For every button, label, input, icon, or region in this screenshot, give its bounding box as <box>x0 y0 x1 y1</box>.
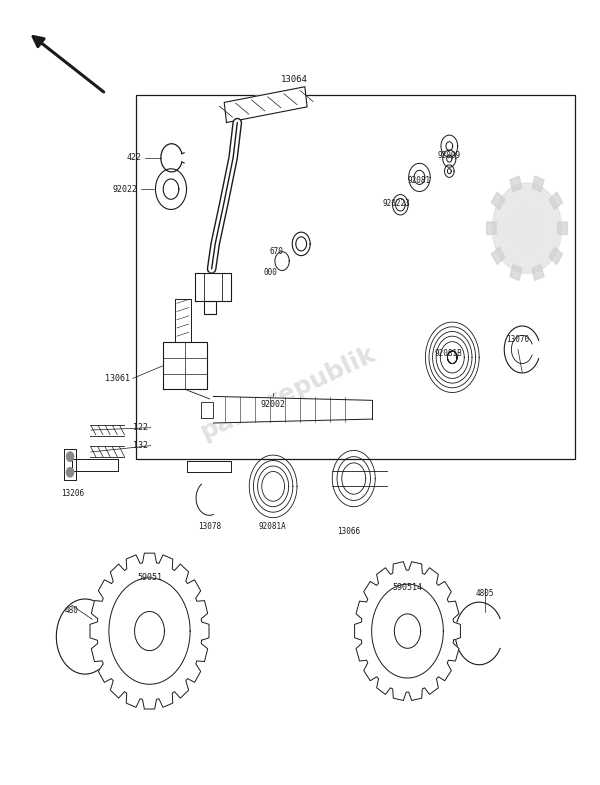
Polygon shape <box>493 183 562 274</box>
Text: 920223: 920223 <box>383 199 410 208</box>
Text: 13064: 13064 <box>281 75 307 84</box>
Polygon shape <box>72 459 118 471</box>
Polygon shape <box>392 195 408 215</box>
Text: 480: 480 <box>65 606 79 615</box>
Text: 13070: 13070 <box>506 334 530 344</box>
Polygon shape <box>187 462 232 473</box>
Text: partsrepublik: partsrepublik <box>196 341 380 444</box>
Text: 13066: 13066 <box>337 527 361 536</box>
Polygon shape <box>510 265 522 280</box>
Text: 4805: 4805 <box>476 589 494 598</box>
Polygon shape <box>211 396 380 423</box>
Polygon shape <box>443 150 456 167</box>
Polygon shape <box>510 176 522 192</box>
Polygon shape <box>64 449 76 480</box>
Polygon shape <box>394 614 421 648</box>
Text: 92081: 92081 <box>408 176 431 184</box>
Text: 132: 132 <box>133 441 148 450</box>
Text: 92002: 92002 <box>260 400 286 409</box>
Polygon shape <box>433 331 472 383</box>
Polygon shape <box>549 192 562 210</box>
Polygon shape <box>175 299 191 342</box>
Polygon shape <box>292 232 310 256</box>
Polygon shape <box>409 163 430 192</box>
Polygon shape <box>155 169 187 210</box>
Polygon shape <box>275 252 289 271</box>
Polygon shape <box>557 222 567 235</box>
Text: 670: 670 <box>269 247 283 256</box>
Polygon shape <box>425 322 479 392</box>
Polygon shape <box>512 209 542 248</box>
Bar <box>136 95 575 459</box>
Polygon shape <box>90 553 209 709</box>
Text: 13206: 13206 <box>61 489 85 498</box>
Text: 122: 122 <box>133 423 148 433</box>
Text: 92081A: 92081A <box>258 521 286 531</box>
Polygon shape <box>355 562 460 700</box>
Text: 92022: 92022 <box>113 184 137 194</box>
Text: 000: 000 <box>263 268 277 277</box>
Polygon shape <box>440 341 464 373</box>
Polygon shape <box>196 273 232 301</box>
Polygon shape <box>491 192 505 210</box>
Polygon shape <box>436 336 469 378</box>
Text: 422: 422 <box>127 153 142 162</box>
Polygon shape <box>532 176 544 192</box>
Text: 92081B: 92081B <box>434 349 462 358</box>
Polygon shape <box>224 87 307 122</box>
Polygon shape <box>532 265 544 280</box>
Polygon shape <box>487 222 496 235</box>
Polygon shape <box>67 452 74 462</box>
Text: 590514: 590514 <box>392 582 422 592</box>
Polygon shape <box>491 247 505 265</box>
Polygon shape <box>202 402 214 418</box>
Polygon shape <box>441 135 458 157</box>
Polygon shape <box>549 247 562 265</box>
Polygon shape <box>429 327 476 388</box>
Polygon shape <box>445 165 454 177</box>
Polygon shape <box>205 301 217 314</box>
Text: 13061: 13061 <box>105 374 130 383</box>
Text: 59051: 59051 <box>137 573 162 582</box>
Text: 13078: 13078 <box>197 521 221 531</box>
Polygon shape <box>67 468 74 477</box>
Polygon shape <box>163 342 208 389</box>
Polygon shape <box>134 612 164 651</box>
Text: 92009: 92009 <box>438 151 461 160</box>
